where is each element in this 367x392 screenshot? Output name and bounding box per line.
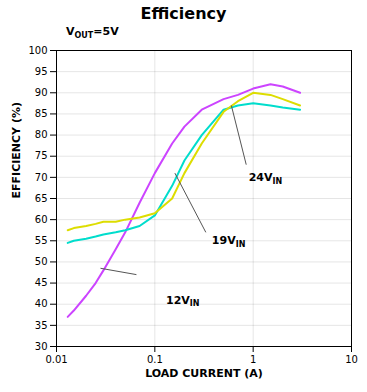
svg-text:30: 30 <box>35 341 48 352</box>
svg-text:LOAD CURRENT (A): LOAD CURRENT (A) <box>145 367 263 380</box>
svg-text:10: 10 <box>345 354 358 365</box>
svg-text:75: 75 <box>35 150 48 161</box>
svg-text:0.01: 0.01 <box>45 354 67 365</box>
svg-text:40: 40 <box>35 298 48 309</box>
svg-text:85: 85 <box>35 108 48 119</box>
html-text:VOUT=5V: VOUT=5V <box>66 25 119 41</box>
svg-text:1: 1 <box>250 354 256 365</box>
svg-text:95: 95 <box>35 66 48 77</box>
svg-text:45: 45 <box>35 277 48 288</box>
svg-text:80: 80 <box>35 129 48 140</box>
html-text:Efficiency: Efficiency <box>140 4 227 23</box>
svg-text:50: 50 <box>35 256 48 267</box>
svg-text:90: 90 <box>35 87 48 98</box>
svg-text:65: 65 <box>35 193 48 204</box>
svg-text:35: 35 <box>35 320 48 331</box>
svg-text:24VIN: 24VIN <box>249 171 283 186</box>
svg-text:0.1: 0.1 <box>147 354 163 365</box>
svg-text:60: 60 <box>35 214 48 225</box>
svg-text:55: 55 <box>35 235 48 246</box>
svg-text:EFFICIENCY (%): EFFICIENCY (%) <box>10 102 23 198</box>
svg-text:12VIN: 12VIN <box>166 294 200 309</box>
svg-text:100: 100 <box>28 45 47 56</box>
svg-text:70: 70 <box>35 172 48 183</box>
svg-text:19VIN: 19VIN <box>212 234 246 249</box>
